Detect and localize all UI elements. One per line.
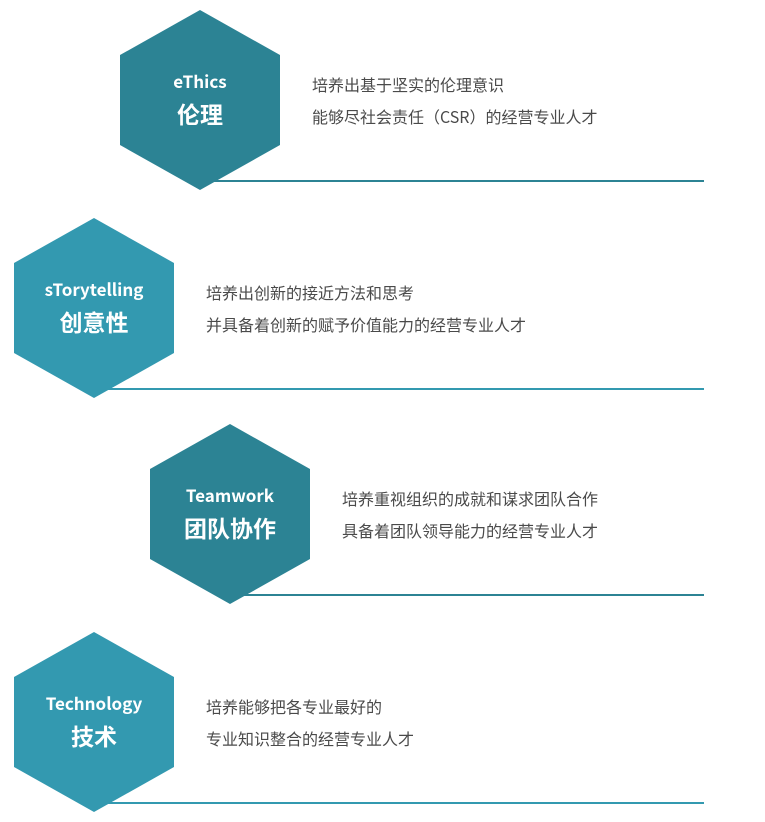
hexagon-1: sTorytelling 创意性 xyxy=(14,218,174,398)
hexagon-2: Teamwork 团队协作 xyxy=(150,424,310,604)
hex-label-en-2: Teamwork xyxy=(186,484,274,506)
description-line1-3: 培养能够把各专业最好的 xyxy=(206,690,735,722)
hex-label-cn-2: 团队协作 xyxy=(184,510,276,544)
description-line2-2: 具备着团队领导能力的经营专业人才 xyxy=(342,514,735,546)
hex-label-en-1: sTorytelling xyxy=(45,278,144,300)
hex-label-en-0: eThics xyxy=(173,70,226,92)
hex-label-en-3: Technology xyxy=(46,692,143,714)
description-2: 培养重视组织的成就和谋求团队合作具备着团队领导能力的经营专业人才 xyxy=(342,482,735,546)
hex-label-cn-1: 创意性 xyxy=(60,304,129,338)
concept-item-3: Technology 技术 培养能够把各专业最好的专业知识整合的经营专业人才 xyxy=(14,632,735,812)
hexagon-3: Technology 技术 xyxy=(14,632,174,812)
underline-2 xyxy=(230,594,704,596)
underline-0 xyxy=(200,180,704,182)
description-3: 培养能够把各专业最好的专业知识整合的经营专业人才 xyxy=(206,690,735,754)
concept-item-1: sTorytelling 创意性 培养出创新的接近方法和思考并具备着创新的赋予价值能… xyxy=(14,218,735,398)
description-line1-2: 培养重视组织的成就和谋求团队合作 xyxy=(342,482,735,514)
hexagon-0: eThics 伦理 xyxy=(120,10,280,190)
hex-label-cn-3: 技术 xyxy=(71,718,117,752)
description-line2-3: 专业知识整合的经营专业人才 xyxy=(206,722,735,754)
description-0: 培养出基于坚实的伦理意识能够尽社会责任（CSR）的经营专业人才 xyxy=(312,68,735,132)
description-line2-0: 能够尽社会责任（CSR）的经营专业人才 xyxy=(312,100,735,132)
underline-1 xyxy=(94,388,704,390)
description-1: 培养出创新的接近方法和思考并具备着创新的赋予价值能力的经营专业人才 xyxy=(206,276,735,340)
hex-label-cn-0: 伦理 xyxy=(177,96,223,130)
concept-item-0: eThics 伦理 培养出基于坚实的伦理意识能够尽社会责任（CSR）的经营专业人才 xyxy=(120,10,735,190)
underline-3 xyxy=(94,802,704,804)
description-line1-1: 培养出创新的接近方法和思考 xyxy=(206,276,735,308)
concept-item-2: Teamwork 团队协作 培养重视组织的成就和谋求团队合作具备着团队领导能力的经营… xyxy=(150,424,735,604)
description-line1-0: 培养出基于坚实的伦理意识 xyxy=(312,68,735,100)
description-line2-1: 并具备着创新的赋予价值能力的经营专业人才 xyxy=(206,308,735,340)
